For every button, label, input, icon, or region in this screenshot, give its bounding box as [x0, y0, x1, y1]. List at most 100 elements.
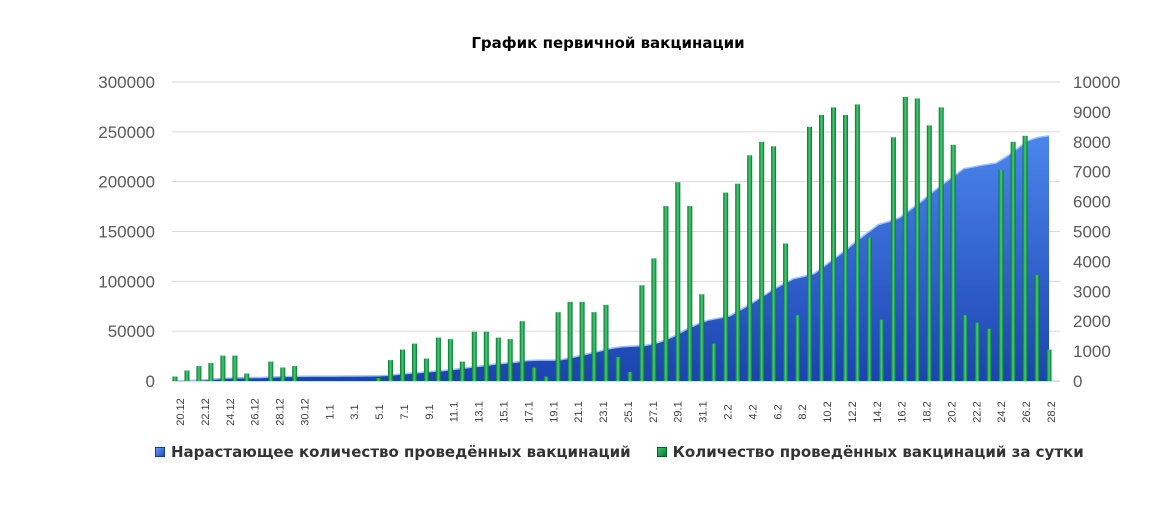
bar-daily: [890, 137, 896, 381]
y-right-tick-label: 1000: [1073, 342, 1111, 361]
bar-daily: [1046, 349, 1052, 381]
bar-daily: [531, 367, 537, 381]
y-right-tick-label: 9000: [1073, 103, 1111, 122]
y-left-tick-label: 0: [146, 372, 155, 391]
bar-daily: [938, 107, 944, 382]
x-tick-label: 4.2: [747, 404, 759, 419]
bar-daily: [591, 312, 597, 381]
bar-daily: [663, 206, 669, 381]
x-tick-label: 30.12: [299, 398, 311, 426]
bar-daily: [675, 182, 681, 381]
x-tick-label: 5.1: [374, 404, 386, 419]
bar-daily: [1010, 141, 1016, 381]
y-right-tick-label: 6000: [1073, 193, 1111, 212]
bar-daily: [615, 357, 621, 381]
y-left-tick-label: 150000: [98, 223, 155, 242]
y-right-tick-label: 2000: [1073, 312, 1111, 331]
y-right-tick-label: 4000: [1073, 252, 1111, 271]
x-tick-label: 28.2: [1046, 401, 1058, 422]
bar-daily: [435, 337, 441, 381]
bar-daily: [471, 331, 477, 381]
bar-daily: [878, 319, 884, 381]
bar-daily: [495, 337, 501, 381]
x-tick-label: 14.2: [872, 401, 884, 422]
bar-daily: [268, 361, 274, 381]
bar-daily: [807, 126, 812, 381]
x-tick-label: 16.2: [897, 401, 909, 422]
bar-daily: [603, 304, 609, 381]
chart-plot-area: 3000002500002000001500001000005000001000…: [98, 73, 1120, 426]
bar-daily: [843, 114, 848, 382]
bar-daily: [735, 183, 741, 381]
bar-daily: [651, 258, 657, 381]
bar-daily: [579, 301, 585, 381]
bar-daily: [519, 321, 525, 381]
y-left-tick-label: 50000: [108, 322, 155, 341]
y-left-tick-label: 250000: [98, 123, 155, 142]
bar-daily: [172, 376, 178, 381]
x-tick-label: 23.1: [598, 401, 610, 422]
bar-daily: [555, 312, 561, 381]
bar-daily: [974, 322, 980, 381]
legend-label-daily: Количество проведённых вакцинаций за сут…: [672, 443, 1084, 461]
y-left-tick-label: 300000: [98, 73, 155, 92]
bar-daily: [196, 366, 202, 381]
x-tick-label: 21.1: [573, 401, 585, 422]
y-right-tick-label: 5000: [1073, 223, 1111, 242]
x-tick-label: 24.12: [225, 398, 237, 426]
x-tick-label: 3.1: [349, 404, 361, 419]
bar-daily: [747, 155, 753, 381]
legend-label-cumulative: Нарастающее количество проведённых вакци…: [171, 443, 631, 461]
x-tick-label: 8.2: [797, 404, 809, 419]
y-right-tick-label: 0: [1073, 372, 1082, 391]
bar-daily: [795, 315, 801, 381]
chart-legend: Нарастающее количество проведённых вакци…: [155, 443, 1110, 461]
bar-daily: [902, 96, 908, 382]
bar-daily: [819, 114, 824, 382]
bar-daily: [914, 98, 920, 382]
x-tick-label: 28.12: [275, 398, 287, 426]
bar-daily: [244, 373, 250, 381]
bar-daily: [771, 146, 777, 381]
y-right-tick-label: 10000: [1073, 73, 1120, 92]
x-tick-label: 22.2: [971, 401, 983, 422]
bar-daily: [376, 378, 381, 381]
bar-daily: [759, 141, 765, 381]
bar-daily: [1022, 135, 1028, 381]
x-tick-label: 1.1: [324, 404, 336, 419]
legend-item-daily: Количество проведённых вакцинаций за сут…: [656, 443, 1084, 461]
bar-daily: [567, 301, 573, 381]
bar-daily: [962, 315, 968, 381]
bar-daily: [292, 366, 298, 381]
x-tick-label: 27.1: [648, 401, 660, 422]
bar-daily: [459, 361, 465, 381]
x-tick-label: 10.2: [822, 401, 834, 422]
x-tick-label: 26.12: [250, 398, 262, 426]
bar-daily: [543, 376, 549, 381]
x-tick-label: 20.2: [947, 401, 959, 422]
x-tick-label: 7.1: [399, 404, 411, 419]
bar-daily: [627, 372, 633, 381]
bar-daily: [483, 331, 489, 381]
y-right-tick-label: 3000: [1073, 282, 1111, 301]
x-tick-label: 6.2: [772, 404, 784, 419]
x-tick-label: 31.1: [698, 401, 710, 422]
x-tick-label: 9.1: [424, 404, 436, 419]
bar-daily: [831, 107, 836, 382]
bar-daily: [280, 367, 286, 381]
legend-item-cumulative: Нарастающее количество проведённых вакци…: [155, 443, 631, 461]
y-right-tick-label: 8000: [1073, 133, 1111, 152]
x-tick-label: 12.2: [847, 401, 859, 422]
bar-daily: [184, 370, 190, 381]
legend-swatch-daily: [656, 447, 667, 457]
x-tick-label: 24.2: [996, 401, 1008, 422]
bar-daily: [783, 243, 789, 381]
area-series-cumulative: [175, 135, 1049, 381]
bar-daily: [723, 192, 729, 381]
x-tick-label: 20.12: [175, 398, 187, 426]
x-tick-label: 15.1: [499, 401, 511, 422]
bar-daily: [687, 206, 693, 381]
bar-daily: [507, 339, 513, 381]
y-left-tick-label: 100000: [98, 272, 155, 291]
bar-daily: [639, 285, 645, 381]
